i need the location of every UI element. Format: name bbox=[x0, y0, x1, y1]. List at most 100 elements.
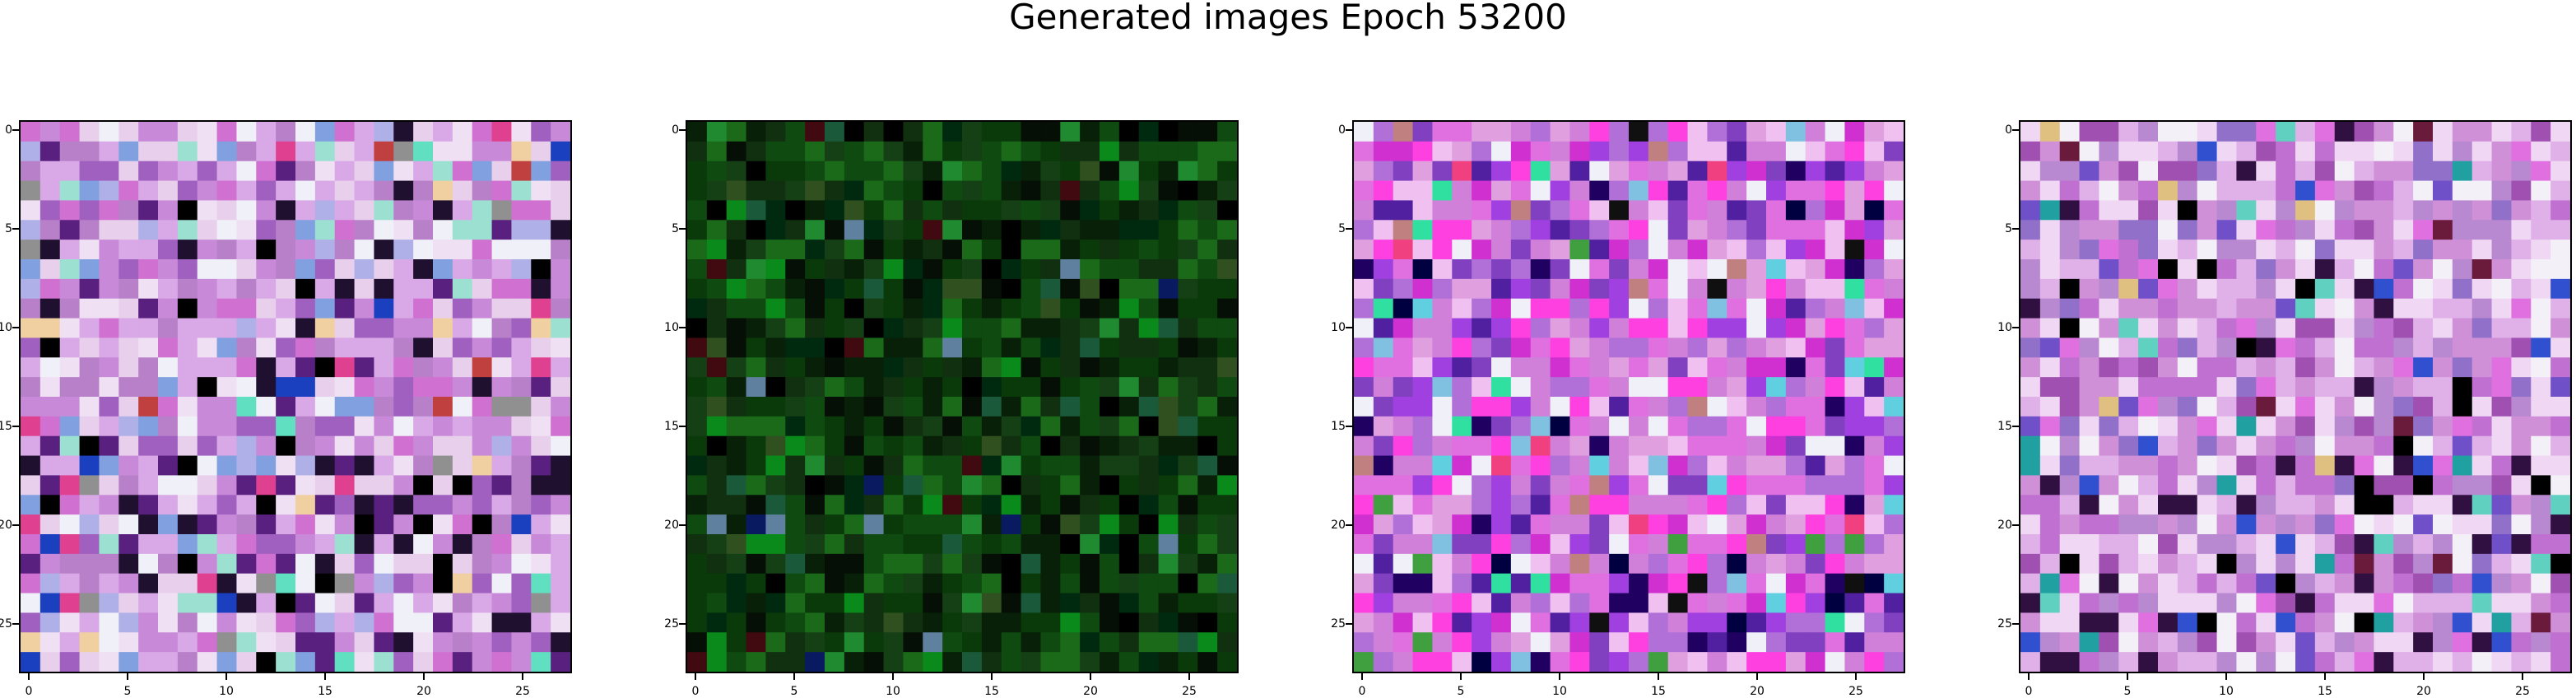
pixel-cell bbox=[531, 298, 551, 319]
pixel-cell bbox=[1569, 455, 1590, 476]
pixel-cell bbox=[1118, 200, 1140, 221]
pixel-cell bbox=[2099, 534, 2119, 555]
pixel-cell bbox=[1510, 416, 1532, 437]
pixel-cell bbox=[1432, 298, 1453, 319]
pixel-cell bbox=[2471, 514, 2493, 535]
pixel-cell bbox=[21, 652, 41, 672]
pixel-cell bbox=[2550, 475, 2570, 496]
pixel-cell bbox=[99, 298, 119, 319]
pixel-cell bbox=[1746, 220, 1767, 240]
pixel-cell bbox=[2276, 455, 2296, 476]
pixel-cell bbox=[2413, 573, 2434, 594]
pixel-cell bbox=[138, 553, 159, 575]
pixel-cell bbox=[1158, 161, 1179, 182]
pixel-cell bbox=[99, 357, 119, 378]
pixel-cell bbox=[452, 573, 473, 594]
pixel-cell bbox=[314, 180, 336, 201]
pixel-cell bbox=[1158, 377, 1179, 398]
pixel-cell bbox=[1648, 377, 1669, 398]
pixel-cell bbox=[276, 318, 296, 338]
pixel-cell bbox=[805, 553, 825, 575]
pixel-cell bbox=[491, 141, 512, 162]
pixel-cell bbox=[1491, 161, 1512, 182]
pixel-cell bbox=[2491, 318, 2512, 338]
pixel-cell bbox=[863, 612, 885, 633]
pixel-cell bbox=[1100, 573, 1120, 594]
x-tick-mark bbox=[522, 673, 523, 680]
pixel-cell bbox=[2236, 200, 2257, 221]
pixel-cell bbox=[746, 397, 766, 417]
pixel-cell bbox=[1178, 240, 1198, 260]
pixel-cell bbox=[413, 180, 434, 201]
pixel-cell bbox=[2079, 455, 2099, 476]
x-tick-mark bbox=[127, 673, 128, 680]
pixel-cell bbox=[216, 278, 237, 300]
pixel-cell bbox=[433, 475, 453, 496]
pixel-cell bbox=[1491, 573, 1512, 594]
pixel-cell bbox=[1197, 435, 1218, 457]
pixel-cell bbox=[2354, 416, 2374, 437]
pixel-cell bbox=[1864, 357, 1885, 378]
pixel-cell bbox=[99, 220, 119, 240]
pixel-cell bbox=[2433, 475, 2453, 496]
pixel-cell bbox=[1118, 534, 1140, 555]
pixel-cell bbox=[1217, 220, 1237, 240]
pixel-cell bbox=[21, 200, 41, 221]
x-tick-label: 5 bbox=[2123, 685, 2132, 698]
pixel-cell bbox=[1667, 632, 1689, 653]
pixel-cell bbox=[1080, 357, 1100, 378]
pixel-cell bbox=[765, 259, 786, 280]
pixel-cell bbox=[1667, 318, 1689, 338]
pixel-cell bbox=[1393, 573, 1414, 594]
pixel-cell bbox=[256, 180, 277, 201]
pixel-cell bbox=[1805, 318, 1826, 338]
y-tick-mark bbox=[1346, 228, 1352, 230]
pixel-cell bbox=[2099, 337, 2119, 358]
pixel-cell bbox=[2550, 278, 2570, 300]
pixel-cell bbox=[452, 259, 473, 280]
pixel-cell bbox=[2354, 357, 2374, 378]
pixel-cell bbox=[2236, 534, 2257, 555]
pixel-cell bbox=[1100, 593, 1120, 613]
pixel-cell bbox=[1510, 161, 1532, 182]
pixel-cell bbox=[863, 200, 885, 221]
pixel-cell bbox=[1609, 200, 1630, 221]
pixel-cell bbox=[2197, 495, 2218, 515]
pixel-cell bbox=[1569, 240, 1590, 260]
pixel-cell bbox=[1825, 141, 1845, 162]
pixel-cell bbox=[1707, 122, 1727, 142]
pixel-cell bbox=[2491, 612, 2512, 633]
pixel-cell bbox=[1118, 220, 1140, 240]
pixel-cell bbox=[1510, 435, 1532, 457]
pixel-cell bbox=[119, 318, 139, 338]
pixel-cell bbox=[2020, 298, 2041, 319]
pixel-cell bbox=[1178, 612, 1198, 633]
pixel-cell bbox=[2354, 435, 2374, 457]
pixel-cell bbox=[687, 416, 708, 437]
pixel-cell bbox=[903, 397, 923, 417]
pixel-cell bbox=[2020, 397, 2041, 417]
pixel-cell bbox=[256, 161, 277, 182]
pixel-cell bbox=[2374, 534, 2394, 555]
pixel-cell bbox=[1825, 612, 1845, 633]
pixel-cell bbox=[374, 534, 394, 555]
pixel-cell bbox=[1118, 318, 1140, 338]
pixel-cell bbox=[1040, 416, 1061, 437]
pixel-cell bbox=[2491, 534, 2512, 555]
pixel-cell bbox=[59, 357, 81, 378]
pixel-cell bbox=[903, 514, 923, 535]
pixel-cell bbox=[2314, 652, 2336, 672]
pixel-cell bbox=[2471, 220, 2493, 240]
pixel-cell bbox=[1021, 553, 1041, 575]
pixel-cell bbox=[2276, 397, 2296, 417]
pixel-cell bbox=[2059, 553, 2081, 575]
pixel-cell bbox=[942, 397, 963, 417]
pixel-cell bbox=[413, 200, 434, 221]
pixel-cell bbox=[2177, 612, 2198, 633]
pixel-cell bbox=[511, 298, 532, 319]
pixel-cell bbox=[2158, 220, 2178, 240]
pixel-cell bbox=[1687, 141, 1708, 162]
pixel-cell bbox=[765, 141, 786, 162]
pixel-cell bbox=[276, 122, 296, 142]
pixel-cell bbox=[903, 200, 923, 221]
